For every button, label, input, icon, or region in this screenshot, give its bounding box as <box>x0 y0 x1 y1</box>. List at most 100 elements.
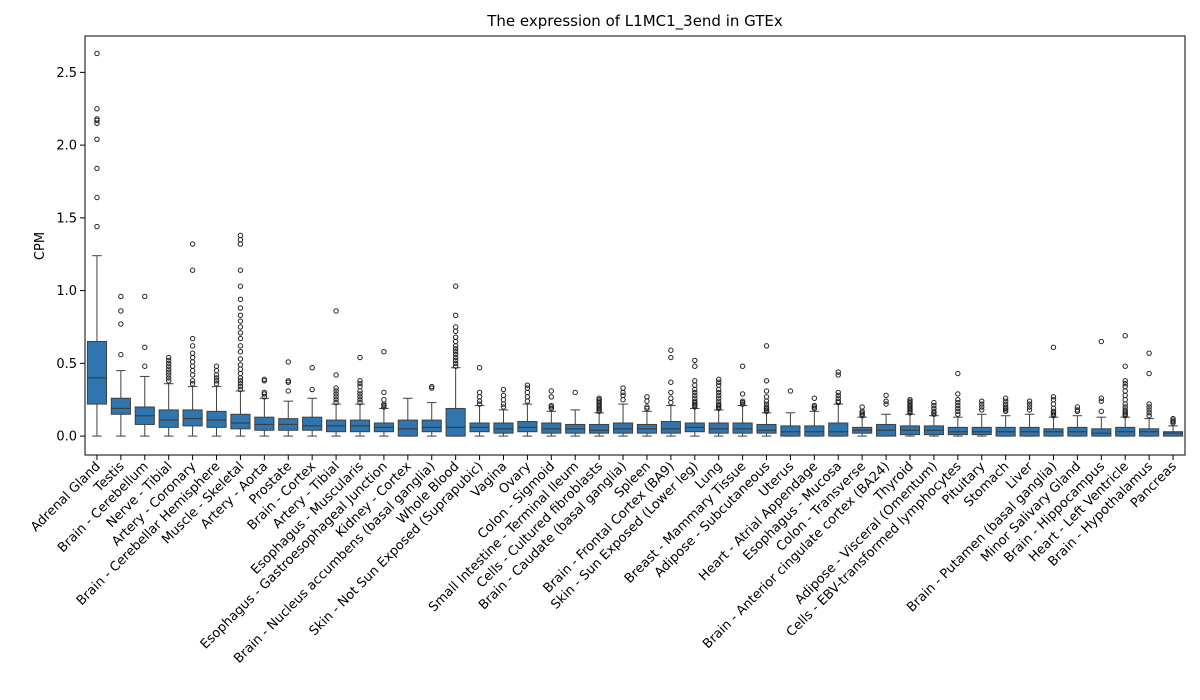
outlier-point <box>452 357 459 364</box>
outlier-point <box>548 394 555 400</box>
outlier-point <box>142 363 148 369</box>
outlier-point <box>452 360 459 367</box>
outlier-point <box>189 267 196 273</box>
box-iqr <box>612 422 634 434</box>
outlier-point <box>763 398 770 404</box>
outlier-point <box>237 330 244 336</box>
outlier-point <box>1098 408 1105 415</box>
outlier-point <box>189 363 196 369</box>
outlier-point <box>189 350 196 356</box>
outlier-point <box>285 359 291 365</box>
outlier-point <box>692 398 698 404</box>
outlier-point <box>476 398 483 404</box>
outlier-point <box>357 399 363 406</box>
outlier-point <box>1050 397 1057 403</box>
outlier-point <box>835 398 841 404</box>
outlier-point <box>763 401 770 407</box>
outlier-point <box>548 388 555 394</box>
outlier-point <box>333 308 339 314</box>
outlier-point <box>381 349 387 355</box>
outlier-point <box>237 343 244 349</box>
outlier-point <box>715 395 722 401</box>
box-iqr <box>421 419 442 433</box>
outlier-point <box>165 357 172 364</box>
outlier-point <box>237 305 244 311</box>
outlier-point <box>644 394 650 400</box>
outlier-point <box>668 399 674 406</box>
outlier-point <box>859 404 865 410</box>
outlier-point <box>429 383 435 390</box>
outlier-point <box>452 354 459 361</box>
outlier-point <box>309 386 315 393</box>
outlier-point <box>1146 370 1152 377</box>
outlier-point <box>381 389 387 396</box>
outlier-point <box>333 388 339 394</box>
outlier-point <box>524 389 531 396</box>
outlier-point <box>261 389 268 396</box>
outlier-point <box>189 241 196 247</box>
outlier-point <box>715 401 722 407</box>
outlier-point <box>1122 383 1128 390</box>
box-iqr <box>86 341 108 405</box>
outlier-point <box>1026 401 1033 407</box>
outlier-point <box>285 378 291 384</box>
outlier-point <box>237 312 244 319</box>
box-iqr <box>589 423 610 434</box>
outlier-point <box>381 397 387 403</box>
outlier-point <box>668 379 674 385</box>
outlier-point <box>500 386 507 393</box>
outlier-point <box>94 223 100 230</box>
outlier-point <box>357 397 363 403</box>
outlier-point <box>237 241 244 247</box>
box-iqr <box>206 410 227 428</box>
outlier-point <box>500 401 507 407</box>
y-tick-label: 0.0 <box>56 430 77 445</box>
outlier-point <box>357 378 363 384</box>
outlier-point <box>452 324 459 330</box>
outlier-point <box>763 388 770 394</box>
outlier-point <box>1122 397 1128 403</box>
outlier-point <box>931 408 937 415</box>
outlier-point <box>452 283 459 289</box>
chart-title: The expression of L1MC1_3end in GTEx <box>486 12 783 31</box>
outlier-point <box>692 389 698 396</box>
outlier-point <box>763 343 770 349</box>
outlier-point <box>763 394 770 400</box>
outlier-point <box>500 392 507 399</box>
outlier-point <box>237 362 244 368</box>
box-iqr <box>756 423 777 434</box>
outlier-point <box>763 378 770 384</box>
outlier-point <box>1122 363 1128 369</box>
outlier-point <box>1050 344 1057 351</box>
outlier-point <box>1122 378 1128 384</box>
box-iqr <box>732 422 753 434</box>
outlier-point <box>357 354 363 361</box>
outlier-point <box>979 398 985 404</box>
outlier-point <box>979 401 985 407</box>
outlier-point <box>811 395 818 401</box>
outlier-point <box>1122 388 1128 394</box>
outlier-point <box>548 402 555 409</box>
outlier-point <box>476 394 483 400</box>
plot-frame <box>84 35 1186 456</box>
outlier-point <box>715 376 722 383</box>
outlier-point <box>500 404 507 410</box>
outlier-point <box>118 293 124 300</box>
outlier-point <box>213 363 220 369</box>
outlier-point <box>692 378 698 384</box>
outlier-point <box>620 389 626 396</box>
outlier-point <box>835 395 841 401</box>
outlier-point <box>452 338 459 345</box>
outlier-point <box>1002 395 1009 401</box>
outlier-point <box>1122 392 1128 399</box>
box-iqr <box>230 413 251 430</box>
outlier-point <box>94 165 100 172</box>
outlier-point <box>189 343 196 349</box>
outlier-point <box>692 392 698 399</box>
box-iqr <box>947 426 968 436</box>
outlier-point <box>357 381 363 387</box>
outlier-point <box>787 388 794 394</box>
outlier-point <box>165 363 172 369</box>
outlier-point <box>452 312 459 319</box>
outlier-point <box>1146 413 1152 419</box>
